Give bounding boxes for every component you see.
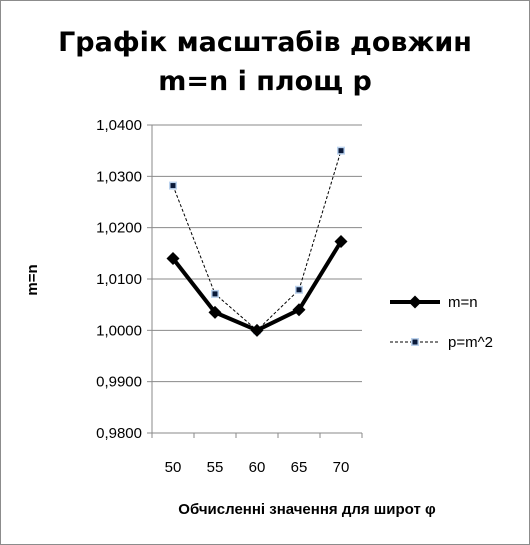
gridlines: [152, 124, 362, 434]
y-tick-label: 1,0400: [96, 117, 142, 134]
y-axis-label: m=n: [24, 264, 41, 295]
legend-label: p=m^2: [448, 334, 493, 351]
data-point: [296, 287, 302, 293]
data-point: [170, 183, 176, 189]
legend: m=n p=m^2: [390, 294, 493, 351]
x-tick-label: 65: [291, 459, 308, 476]
y-tick-label: 1,0200: [96, 220, 142, 237]
data-point: [212, 291, 218, 297]
data-point: [292, 303, 306, 317]
data-point: [208, 305, 222, 319]
series-layer: [166, 146, 348, 337]
x-tick-label: 60: [249, 459, 266, 476]
y-tick-label: 0,9900: [96, 374, 142, 391]
x-tick-label: 70: [333, 459, 350, 476]
y-tick-label: 1,0000: [96, 322, 142, 339]
data-point: [338, 148, 344, 154]
series-line-p=m^2: [172, 150, 342, 331]
legend-marker: [408, 295, 422, 309]
x-tick-label: 55: [207, 459, 224, 476]
data-point: [250, 323, 264, 337]
data-point: [334, 235, 348, 249]
y-tick-label: 1,0300: [96, 168, 142, 185]
x-tick-label: 50: [165, 459, 182, 476]
data-point: [166, 251, 180, 265]
chart-title-line-1: Графік масштабів довжин: [58, 27, 472, 58]
y-tick-label: 1,0100: [96, 271, 142, 288]
chart-title-line-2: m=n і площ p: [158, 66, 372, 97]
series-line-m=n: [171, 240, 343, 333]
tick-labels: 1,0400 1,0300 1,0200 1,0100 1,0000 0,9900 0,98…: [96, 117, 349, 476]
y-tick-label: 0,9800: [96, 425, 142, 442]
x-axis-label: Обчисленні значення для широт φ: [178, 501, 436, 518]
axes: [147, 124, 363, 438]
legend-label: m=n: [448, 294, 478, 311]
legend-marker: [412, 339, 418, 345]
